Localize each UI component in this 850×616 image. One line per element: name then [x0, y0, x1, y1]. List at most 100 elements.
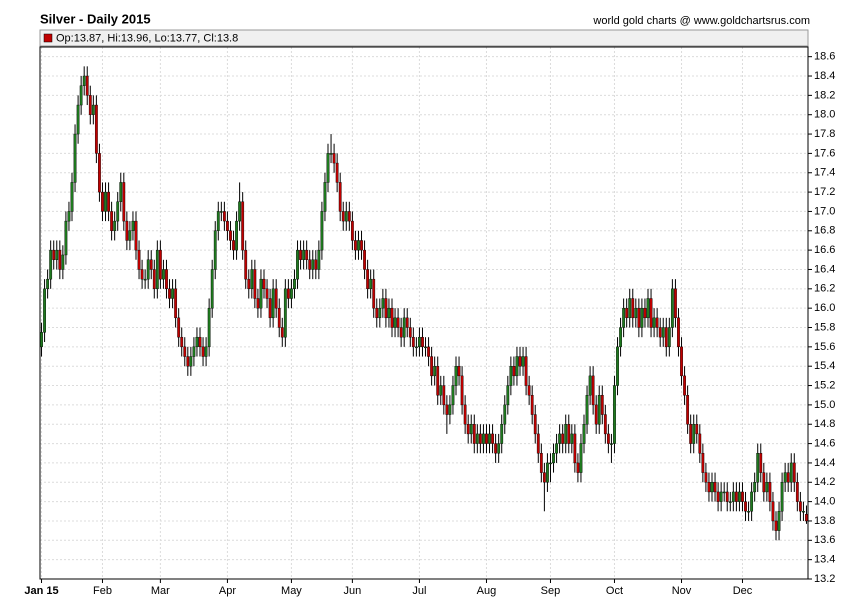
candle-body	[704, 472, 708, 483]
candle-body	[792, 462, 796, 483]
candle-body	[414, 346, 418, 349]
y-tick-label: 13.4	[814, 554, 835, 566]
candle-body	[378, 307, 382, 319]
candle-body	[661, 327, 665, 338]
legend-label: Op:13.87, Hi:13.96, Lo:13.77, Cl:13.8	[56, 32, 238, 44]
candle-body	[646, 298, 650, 319]
legend-swatch	[43, 33, 53, 43]
x-tick-label: Nov	[672, 585, 692, 597]
candle-body	[594, 404, 598, 425]
candle-body	[527, 385, 531, 396]
candle-body	[482, 433, 485, 444]
candle-body	[280, 327, 284, 338]
y-tick-label: 17.8	[814, 128, 835, 140]
x-tick-label: Jun	[344, 585, 362, 597]
candle-body	[628, 298, 632, 319]
x-tick-label: Apr	[219, 585, 236, 597]
candle-body	[600, 395, 604, 415]
candle-body	[436, 366, 440, 396]
candle-body	[329, 153, 333, 155]
y-tick-label: 13.2	[814, 573, 835, 585]
candle-body	[731, 491, 735, 502]
candle-body	[710, 482, 714, 493]
candle-body	[226, 220, 229, 231]
candle-body	[259, 278, 263, 309]
candle-body	[76, 104, 80, 135]
candle-body	[475, 433, 479, 444]
candle-body	[741, 491, 744, 502]
candle-body	[798, 501, 802, 512]
candle-body	[198, 336, 202, 348]
x-tick-label: Feb	[93, 585, 112, 597]
candle-body	[79, 85, 83, 106]
candle-body	[119, 182, 123, 202]
candle-body	[564, 424, 568, 444]
candle-body	[762, 472, 766, 493]
candle-body	[265, 288, 269, 299]
candle-body	[506, 385, 510, 406]
candle-body	[780, 482, 784, 512]
candle-body	[503, 404, 507, 425]
candle-body	[576, 462, 580, 473]
candle-body	[789, 462, 793, 483]
candle-body	[795, 482, 799, 502]
candle-body	[293, 278, 296, 290]
candle-body	[250, 269, 254, 290]
candle-body	[701, 453, 705, 473]
candle-body	[777, 511, 781, 531]
candle-body	[591, 375, 595, 406]
candle-body	[573, 433, 577, 464]
candle-body	[85, 75, 89, 96]
candle-body	[366, 269, 370, 290]
candle-body	[232, 240, 235, 251]
candle-body	[101, 191, 104, 212]
candle-body	[539, 453, 543, 473]
candle-body	[692, 424, 696, 444]
candle-body	[256, 298, 260, 309]
candle-body	[360, 240, 363, 251]
candle-body	[323, 182, 327, 212]
candle-body	[500, 424, 504, 444]
candle-body	[738, 491, 741, 502]
candle-body	[509, 366, 513, 386]
candle-body	[94, 104, 98, 154]
candle-body	[137, 249, 141, 270]
x-tick-label: Aug	[477, 585, 497, 597]
candle-body	[393, 317, 397, 328]
candle-body	[207, 307, 211, 348]
candle-body	[771, 501, 775, 522]
candle-body	[631, 298, 635, 319]
candle-body	[326, 153, 330, 183]
candle-body	[110, 211, 114, 231]
y-tick-label: 18.6	[814, 51, 835, 63]
candle-body	[549, 462, 552, 465]
x-tick-label: May	[281, 585, 302, 597]
candle-body	[396, 317, 400, 328]
y-tick-label: 15.0	[814, 399, 835, 411]
candle-body	[753, 482, 757, 493]
candle-body	[338, 182, 342, 212]
candle-body	[536, 433, 540, 454]
candle-body	[55, 249, 59, 261]
candle-body	[189, 356, 193, 367]
x-tick-label: Jul	[412, 585, 426, 597]
candle-body	[155, 249, 159, 290]
legend-box	[39, 29, 809, 47]
candle-body	[533, 414, 537, 435]
candle-body	[186, 356, 190, 367]
y-tick-label: 14.4	[814, 457, 835, 469]
candle-body	[70, 182, 74, 212]
candle-body	[128, 230, 132, 241]
candle-body	[634, 307, 638, 319]
y-tick-label: 16.2	[814, 283, 835, 295]
candle-body	[451, 385, 455, 406]
candle-body	[375, 307, 379, 319]
candle-body	[387, 307, 391, 319]
candle-body	[670, 288, 674, 328]
candle-body	[445, 404, 449, 415]
candle-body	[643, 307, 647, 319]
candle-body	[689, 424, 693, 444]
candle-body	[759, 453, 763, 473]
